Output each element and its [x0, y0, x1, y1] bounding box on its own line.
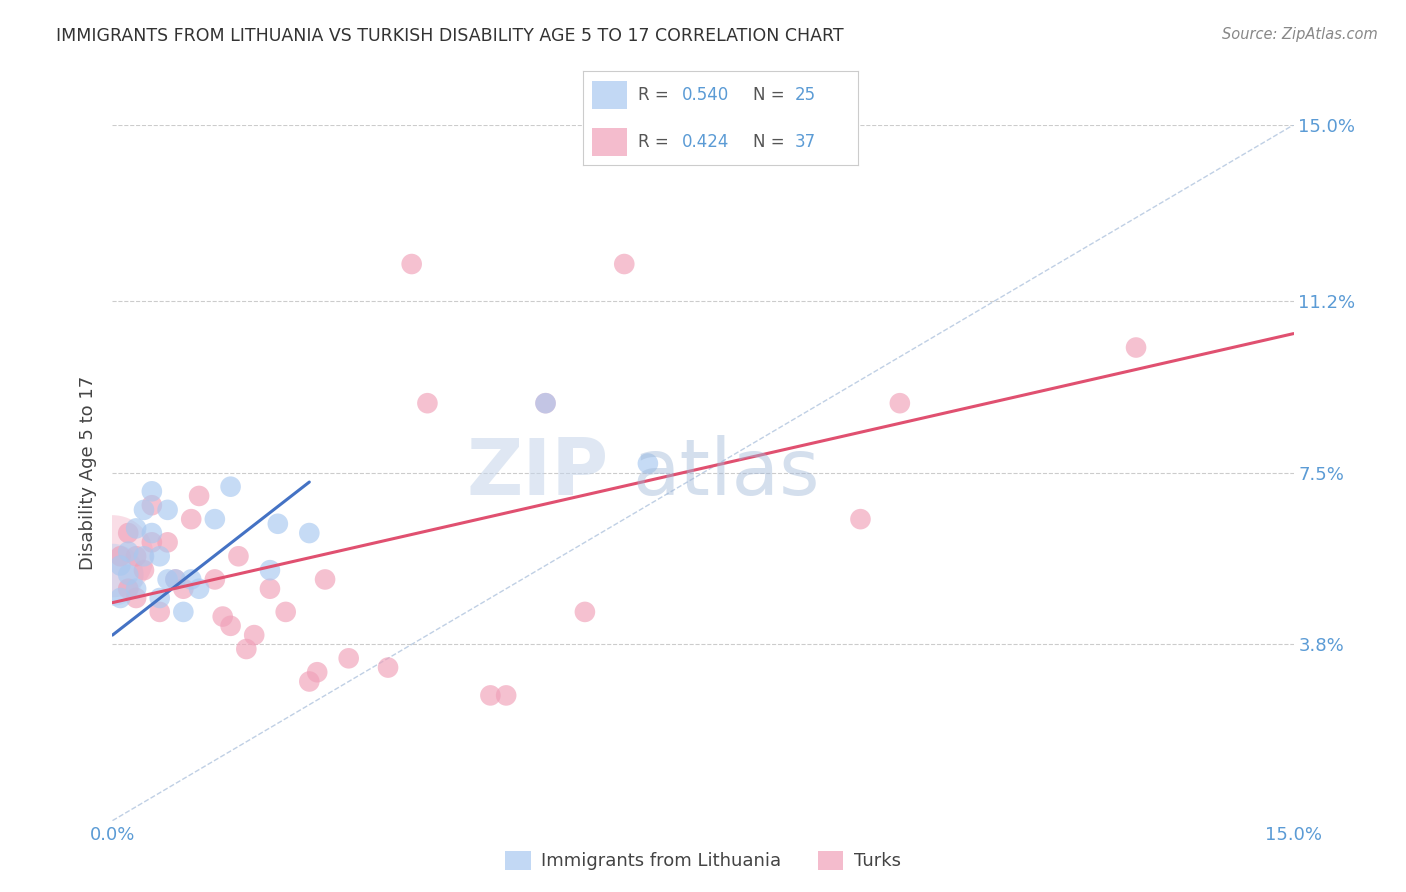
Point	[125, 591, 148, 605]
Point	[172, 605, 194, 619]
Point	[534, 396, 557, 410]
Text: ZIP: ZIP	[467, 434, 609, 511]
Point	[377, 660, 399, 674]
Point	[180, 512, 202, 526]
Text: R =: R =	[638, 86, 675, 103]
Point	[110, 591, 132, 605]
Point	[243, 628, 266, 642]
Text: N =: N =	[754, 133, 790, 151]
Bar	[592, 128, 627, 156]
Point	[117, 582, 139, 596]
Point	[298, 674, 321, 689]
Point	[416, 396, 439, 410]
Point	[156, 503, 179, 517]
Point	[125, 549, 148, 564]
Point	[156, 535, 179, 549]
Point	[188, 582, 211, 596]
Point	[117, 526, 139, 541]
Point	[141, 526, 163, 541]
Point	[314, 573, 336, 587]
Point	[228, 549, 250, 564]
Point	[132, 563, 155, 577]
Point	[149, 549, 172, 564]
Text: Source: ZipAtlas.com: Source: ZipAtlas.com	[1222, 27, 1378, 42]
Point	[149, 591, 172, 605]
Point	[274, 605, 297, 619]
Point	[889, 396, 911, 410]
Point	[479, 689, 502, 703]
Text: IMMIGRANTS FROM LITHUANIA VS TURKISH DISABILITY AGE 5 TO 17 CORRELATION CHART: IMMIGRANTS FROM LITHUANIA VS TURKISH DIS…	[56, 27, 844, 45]
Point	[235, 642, 257, 657]
Point	[1125, 341, 1147, 355]
Point	[188, 489, 211, 503]
Point	[165, 573, 187, 587]
Point	[180, 573, 202, 587]
Text: 37: 37	[794, 133, 815, 151]
Point	[259, 582, 281, 596]
Y-axis label: Disability Age 5 to 17: Disability Age 5 to 17	[79, 376, 97, 570]
Point	[101, 567, 124, 582]
Point	[125, 521, 148, 535]
Point	[110, 558, 132, 573]
Point	[267, 516, 290, 531]
Text: 0.540: 0.540	[682, 86, 730, 103]
Point	[156, 573, 179, 587]
Point	[125, 582, 148, 596]
Point	[132, 549, 155, 564]
Point	[141, 535, 163, 549]
Point	[534, 396, 557, 410]
Point	[117, 544, 139, 558]
Point	[132, 503, 155, 517]
Point	[117, 567, 139, 582]
Point	[307, 665, 329, 680]
Point	[110, 549, 132, 564]
Point	[165, 573, 187, 587]
Point	[172, 582, 194, 596]
Point	[149, 605, 172, 619]
Text: R =: R =	[638, 133, 675, 151]
Point	[401, 257, 423, 271]
Text: N =: N =	[754, 86, 790, 103]
Point	[101, 549, 124, 564]
Text: 25: 25	[794, 86, 815, 103]
Point	[637, 457, 659, 471]
Point	[204, 512, 226, 526]
Text: atlas: atlas	[633, 434, 820, 511]
Point	[141, 498, 163, 512]
Legend: Immigrants from Lithuania, Turks: Immigrants from Lithuania, Turks	[498, 844, 908, 878]
Point	[337, 651, 360, 665]
Point	[211, 609, 233, 624]
Point	[495, 689, 517, 703]
Point	[574, 605, 596, 619]
Point	[259, 563, 281, 577]
Text: 0.424: 0.424	[682, 133, 730, 151]
Point	[219, 480, 242, 494]
Point	[613, 257, 636, 271]
Point	[141, 484, 163, 499]
Point	[849, 512, 872, 526]
Bar	[592, 81, 627, 109]
Point	[219, 619, 242, 633]
Point	[204, 573, 226, 587]
Point	[298, 526, 321, 541]
